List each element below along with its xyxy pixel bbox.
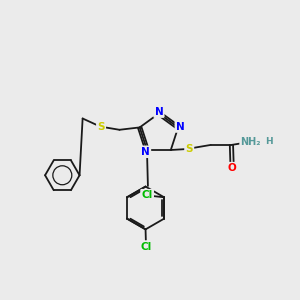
Text: N: N <box>176 122 184 131</box>
Text: NH₂: NH₂ <box>241 137 261 147</box>
Text: H: H <box>266 137 273 146</box>
Text: Cl: Cl <box>140 242 152 252</box>
Text: O: O <box>228 163 236 173</box>
Text: Cl: Cl <box>142 190 153 200</box>
Text: S: S <box>185 143 193 154</box>
Text: N: N <box>141 147 150 157</box>
Text: N: N <box>154 107 163 117</box>
Text: S: S <box>97 122 105 132</box>
